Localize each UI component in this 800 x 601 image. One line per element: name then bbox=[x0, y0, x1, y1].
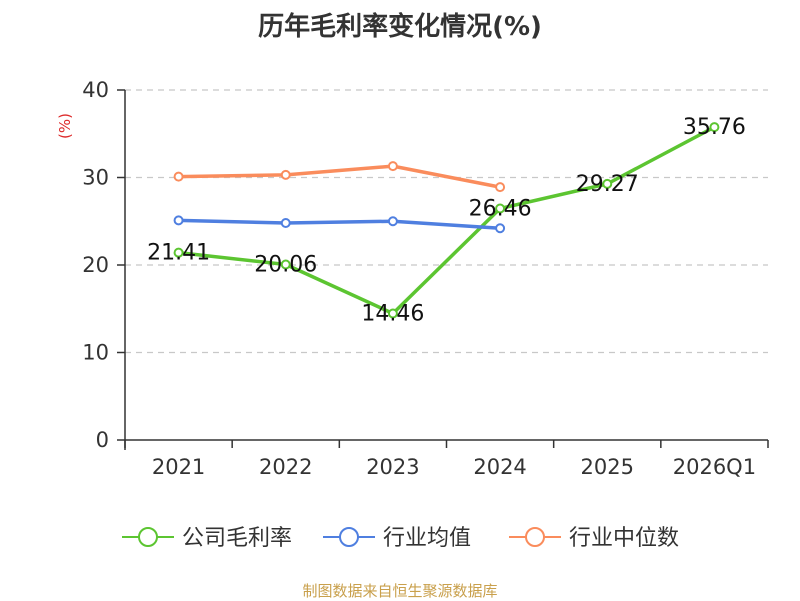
x-tick-label: 2023 bbox=[366, 455, 419, 479]
x-tick-label: 2021 bbox=[152, 455, 205, 479]
y-tick-label: 40 bbox=[82, 78, 109, 102]
legend-marker bbox=[138, 527, 158, 547]
chart-title: 历年毛利率变化情况(%) bbox=[258, 12, 542, 42]
data-label: 29.27 bbox=[576, 172, 639, 197]
data-label: 14.46 bbox=[361, 301, 424, 326]
source-note: 制图数据来自恒生聚源数据库 bbox=[302, 582, 498, 600]
data-point bbox=[280, 169, 291, 180]
data-point bbox=[280, 218, 291, 228]
data-label: 20.06 bbox=[254, 252, 317, 277]
series-line bbox=[178, 164, 501, 189]
x-tick-label: 2022 bbox=[259, 455, 312, 479]
data-point bbox=[495, 182, 506, 193]
y-axis-label: (%) bbox=[56, 113, 74, 139]
legend-label: 行业中位数 bbox=[569, 526, 679, 551]
y-tick-label: 20 bbox=[82, 253, 109, 277]
data-point bbox=[173, 215, 184, 226]
data-point bbox=[173, 247, 184, 258]
data-point bbox=[280, 259, 291, 270]
legend-label: 公司毛利率 bbox=[182, 526, 292, 551]
data-label: 26.46 bbox=[469, 196, 532, 221]
data-point bbox=[495, 223, 506, 234]
x-tick-label: 2025 bbox=[581, 455, 634, 479]
series-line bbox=[178, 125, 716, 316]
data-point bbox=[495, 203, 506, 214]
data-point bbox=[602, 178, 613, 189]
x-tick-label: 2024 bbox=[473, 455, 526, 479]
data-point bbox=[387, 308, 398, 319]
series-line bbox=[178, 218, 501, 230]
data-label: 21.41 bbox=[147, 241, 210, 266]
y-tick-label: 10 bbox=[82, 341, 109, 365]
legend-label: 行业均值 bbox=[383, 526, 471, 551]
data-point bbox=[387, 161, 398, 172]
data-point bbox=[709, 122, 720, 133]
y-tick-label: 30 bbox=[82, 166, 109, 190]
data-label: 35.76 bbox=[683, 115, 746, 140]
legend-marker bbox=[339, 527, 359, 547]
x-tick-label: 2026Q1 bbox=[673, 455, 756, 479]
data-point bbox=[173, 171, 184, 182]
data-point bbox=[387, 216, 398, 227]
y-tick-label: 0 bbox=[96, 428, 109, 452]
legend-marker bbox=[525, 527, 545, 547]
